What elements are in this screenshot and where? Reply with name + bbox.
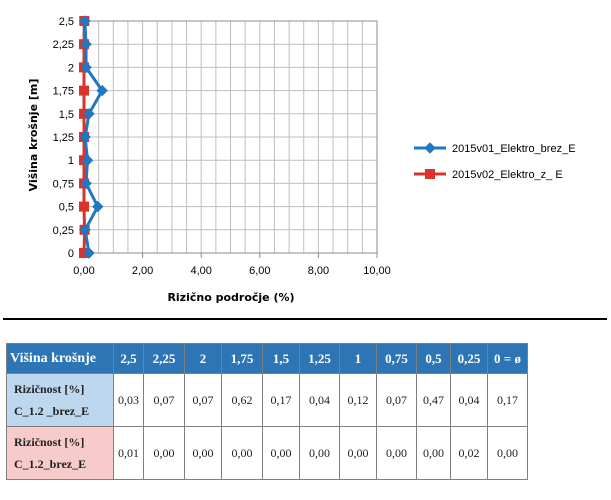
row-label-line2: C_1.2 _brez_E xyxy=(14,404,90,418)
table-cell: 0,07 xyxy=(143,373,185,427)
table-cell: 0,03 xyxy=(113,373,144,427)
y-axis-title: Višina krošnje [m] xyxy=(27,79,40,192)
data-point xyxy=(79,85,89,96)
y-tick-label: 1,75 xyxy=(53,86,74,98)
legend-marker xyxy=(425,169,435,179)
y-tick-label: 1 xyxy=(68,155,74,167)
table-row: Rizičnost [%] C_1.2 _brez_E 0,03 0,07 0,07 0,… xyxy=(6,373,528,427)
y-tick-label: 0,75 xyxy=(53,178,74,190)
y-tick-label: 2 xyxy=(68,62,74,74)
column-header: 1 xyxy=(339,343,377,374)
x-tick-label: 4,00 xyxy=(190,265,211,277)
y-tick-label: 1,25 xyxy=(53,132,74,144)
table-cell: 0,17 xyxy=(262,373,300,427)
x-tick-label: 6,00 xyxy=(249,265,270,277)
data-point xyxy=(96,84,108,97)
axis-layer: 0 0,25 0,5 0,75 1 1,25 1,5 1,75 2 2,25 2,5 0,00 2,00… xyxy=(53,16,391,277)
section-divider xyxy=(3,318,607,320)
column-header: 1,75 xyxy=(221,343,263,374)
x-axis-title: Rizično področje (%) xyxy=(167,291,294,304)
table-cell: 0,17 xyxy=(487,373,528,427)
table-cell: 0,07 xyxy=(376,373,417,427)
legend-marker xyxy=(424,142,436,154)
column-header: 2 xyxy=(184,343,222,374)
line-chart: 0 0,25 0,5 0,75 1 1,25 1,5 1,75 2 2,25 2,5 0,00 2,00… xyxy=(27,15,576,304)
data-point xyxy=(83,108,95,120)
data-point xyxy=(80,177,92,190)
column-header: 1,25 xyxy=(299,343,340,374)
data-point xyxy=(79,131,91,143)
table-cell: 0,12 xyxy=(339,373,377,427)
legend-label: 2015v01_Elektro_brez_E xyxy=(452,143,576,155)
table-cell: 0,00 xyxy=(221,426,263,480)
row-label-line2: C_1.2_brez_E xyxy=(14,457,87,471)
table-cell: 0,00 xyxy=(339,426,377,480)
data-point xyxy=(80,38,92,50)
column-header: 0,25 xyxy=(450,343,488,374)
y-tick-label: 2,5 xyxy=(59,16,74,28)
table-cell: 0,00 xyxy=(416,426,451,480)
x-tick-label: 8,00 xyxy=(308,265,329,277)
table-cell: 0,00 xyxy=(376,426,417,480)
data-point xyxy=(79,15,91,27)
table-cell: 0,07 xyxy=(184,373,222,427)
row-label: Rizičnost [%] C_1.2_brez_E xyxy=(6,426,114,480)
table-cell: 0,00 xyxy=(262,426,300,480)
table-cell: 0,00 xyxy=(487,426,528,480)
column-header: 0 = ø xyxy=(487,343,528,374)
legend-label: 2015v02_Elektro_z_ E xyxy=(452,169,563,181)
chart-area: 0 0,25 0,5 0,75 1 1,25 1,5 1,75 2 2,25 2,5 0,00 2,00… xyxy=(27,15,576,304)
y-tick-label: 0,25 xyxy=(53,225,74,237)
table-body: Rizičnost [%] C_1.2 _brez_E 0,03 0,07 0,07 0,… xyxy=(6,373,528,480)
column-header: 2,25 xyxy=(143,343,185,374)
data-point xyxy=(79,201,89,212)
column-header: 2,5 xyxy=(113,343,144,374)
table-cell: 0,01 xyxy=(113,426,144,480)
row-label-line1: Rizičnost [%] xyxy=(14,382,85,396)
table-cell: 0,00 xyxy=(299,426,340,480)
data-point xyxy=(81,154,94,166)
table-cell: 0,02 xyxy=(450,426,488,480)
row-label: Rizičnost [%] C_1.2 _brez_E xyxy=(6,373,114,427)
y-tick-label: 1,5 xyxy=(59,109,74,121)
data-point xyxy=(79,224,91,236)
data-point xyxy=(92,200,104,213)
y-tick-label: 0,5 xyxy=(59,202,74,214)
grid-layer xyxy=(83,20,378,254)
x-tick-label: 10,00 xyxy=(363,265,391,277)
series-layer xyxy=(79,15,108,259)
table-cell: 0,00 xyxy=(184,426,222,480)
data-point xyxy=(80,61,92,74)
table-cell: 0,04 xyxy=(450,373,488,427)
y-tick-label: 0 xyxy=(68,248,74,260)
table-row: Rizičnost [%] C_1.2_brez_E 0,01 0,00 0,00 0,0… xyxy=(6,426,528,480)
table-cell: 0,04 xyxy=(299,373,340,427)
data-table: Višina krošnje 2,5 2,25 2 1,75 1,5 1,25 1 0,75 0… xyxy=(6,343,528,480)
data-point xyxy=(83,247,95,259)
table-header-row: Višina krošnje 2,5 2,25 2 1,75 1,5 1,25 1 0,75 0… xyxy=(6,343,528,374)
table-cell: 0,47 xyxy=(416,373,451,427)
row-label-line1: Rizičnost [%] xyxy=(14,435,85,449)
table-cell: 0,00 xyxy=(143,426,185,480)
header-label: Višina krošnje xyxy=(6,343,114,374)
table-cell: 0,62 xyxy=(221,373,263,427)
x-tick-label: 2,00 xyxy=(132,265,153,277)
legend: 2015v01_Elektro_brez_E 2015v02_Elektro_z_… xyxy=(414,142,576,181)
y-tick-label: 2,25 xyxy=(53,39,74,51)
column-header: 0,5 xyxy=(416,343,451,374)
column-header: 1,5 xyxy=(262,343,300,374)
x-tick-label: 0,00 xyxy=(73,265,94,277)
column-header: 0,75 xyxy=(376,343,417,374)
